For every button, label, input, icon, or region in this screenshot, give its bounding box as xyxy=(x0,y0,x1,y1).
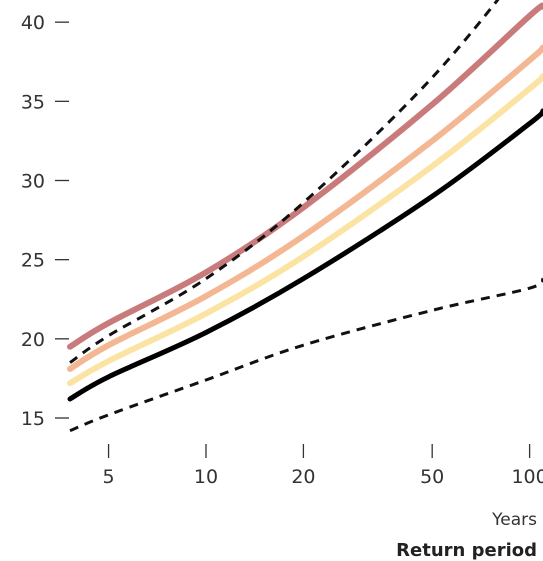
x-tick-label: 20 xyxy=(291,466,315,488)
series-line-dashed-4 xyxy=(69,0,500,364)
series-line-3 xyxy=(67,108,543,402)
y-tick-label: 30 xyxy=(21,171,45,193)
x-axis: 5 10 20 50 100 xyxy=(103,444,543,488)
y-axis: 15 20 25 30 35 40 xyxy=(21,12,69,430)
x-tick-label: 50 xyxy=(420,466,444,488)
y-tick-label: 35 xyxy=(21,91,45,113)
series-layer xyxy=(67,0,543,433)
series-line-dashed-5 xyxy=(69,277,543,433)
x-tick-label: 5 xyxy=(103,466,115,488)
x-tick-label: 100 xyxy=(511,466,543,488)
series-line-1 xyxy=(67,44,543,372)
y-tick-label: 40 xyxy=(21,12,45,34)
series-line-0 xyxy=(67,2,543,350)
x-axis-title: Return period xyxy=(396,540,537,561)
y-tick-label: 15 xyxy=(21,408,45,430)
y-tick-label: 20 xyxy=(21,329,45,351)
y-tick-label: 25 xyxy=(21,250,45,272)
x-tick-label: 10 xyxy=(194,466,218,488)
x-axis-unit: Years xyxy=(491,510,537,530)
series-line-2 xyxy=(67,73,543,387)
